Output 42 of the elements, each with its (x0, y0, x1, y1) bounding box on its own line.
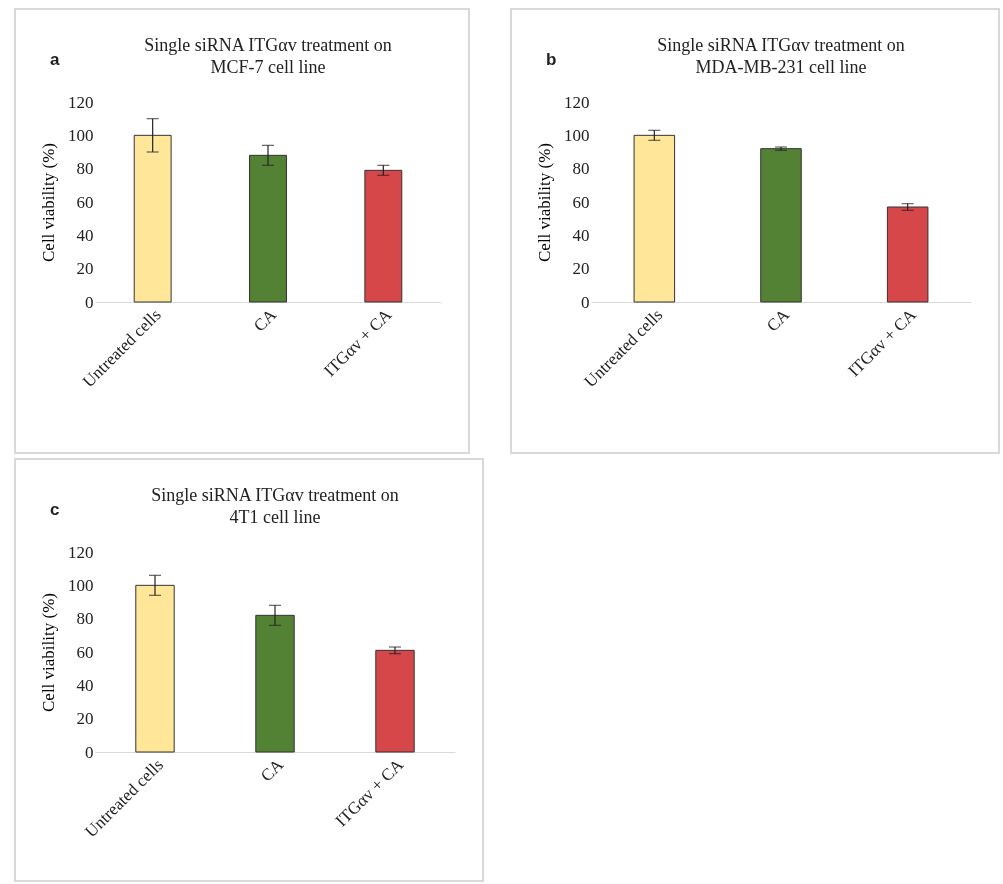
y-tick-label: 120 (68, 92, 94, 112)
x-tick-label: CA (256, 754, 288, 786)
y-tick-label: 80 (76, 159, 94, 179)
text: b (546, 50, 557, 70)
y-tick-label: 40 (76, 675, 94, 695)
y-tick-label: 0 (85, 292, 94, 312)
bar (886, 206, 929, 303)
bar (133, 134, 172, 303)
y-tick-label: 20 (76, 709, 94, 729)
chart-title: Single siRNA ITGαv treatment on 4T1 cell line (151, 485, 399, 527)
y-tick-label: 120 (68, 542, 94, 562)
text: c (50, 500, 60, 520)
y-tick-label: 100 (564, 125, 590, 145)
bar (375, 649, 415, 753)
bar (760, 148, 802, 303)
y-tick-label: 20 (76, 259, 94, 279)
y-tick-label: 0 (581, 292, 590, 312)
x-tick-label: CA (762, 304, 794, 336)
y-tick-label: 20 (572, 259, 590, 279)
chart-title: Single siRNA ITGαv treatment on MCF-7 cell line (144, 35, 392, 77)
y-tick-label: 120 (564, 92, 590, 112)
y-tick-label: 40 (76, 225, 94, 245)
y-tick-label: 0 (85, 742, 94, 762)
y-axis-title: Cell viability (%) (39, 593, 58, 712)
text: a (50, 50, 60, 70)
y-tick-label: 40 (572, 225, 590, 245)
bar (633, 134, 676, 303)
y-tick-label: 100 (68, 125, 94, 145)
bar (249, 154, 287, 303)
y-tick-label: 60 (572, 192, 590, 212)
bar (255, 614, 295, 753)
y-tick-label: 100 (68, 575, 94, 595)
chart-title: Single siRNA ITGαv treatment on MDA-MB-231 cell line (657, 35, 905, 77)
y-axis-title: Cell viability (%) (535, 143, 554, 262)
y-tick-label: 80 (76, 609, 94, 629)
x-tick-label: CA (249, 304, 281, 336)
bar (135, 584, 175, 753)
y-tick-label: 80 (572, 159, 590, 179)
bar (364, 169, 403, 303)
y-tick-label: 60 (76, 642, 94, 662)
y-axis-title: Cell viability (%) (39, 143, 58, 262)
y-tick-label: 60 (76, 192, 94, 212)
